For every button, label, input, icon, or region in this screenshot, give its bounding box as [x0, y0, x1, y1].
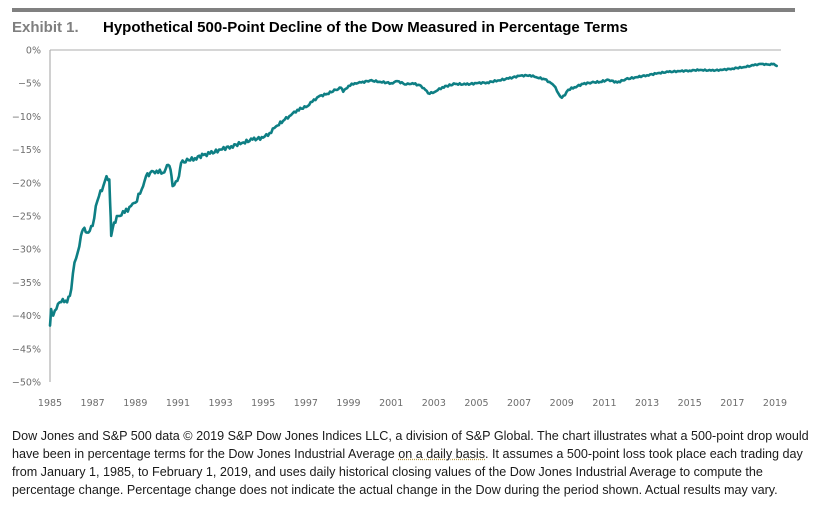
y-tick-label: −30% — [12, 245, 41, 256]
x-tick-label: 2001 — [379, 398, 403, 409]
x-tick-label: 1997 — [294, 398, 318, 409]
y-tick-label: −35% — [12, 278, 41, 289]
y-tick-label: −45% — [12, 344, 41, 355]
x-axis-ticks: 1985 1987 1989 1991 1993 1995 1997 1999 2001 2003… — [38, 398, 787, 409]
x-tick-label: 1985 — [38, 398, 62, 409]
x-tick-label: 1995 — [251, 398, 275, 409]
x-tick-label: 2009 — [550, 398, 574, 409]
y-tick-label: −15% — [12, 145, 41, 156]
footnote-underlined-phrase: on a daily basis — [398, 447, 486, 461]
x-tick-label: 1989 — [123, 398, 147, 409]
y-tick-label: −5% — [18, 79, 41, 90]
y-tick-label: −25% — [12, 212, 41, 223]
x-tick-label: 2007 — [507, 398, 531, 409]
footnote-text-2: . It assumes a 500-point loss took place… — [12, 447, 803, 497]
series-group — [48, 62, 778, 327]
x-tick-label: 1987 — [81, 398, 105, 409]
x-tick-label: 2017 — [720, 398, 744, 409]
y-axis-ticks: 0% −5% −10% −15% −20% −25% −30% −35% −40% −45% −50… — [12, 46, 41, 389]
line-chart: 0% −5% −10% −15% −20% −25% −30% −35% −40% −45% −50… — [12, 46, 787, 410]
x-tick-label: 2013 — [635, 398, 659, 409]
footnote-text-1: Dow Jones and S&P 500 data © 2019 S&P Do… — [12, 429, 809, 461]
y-tick-label: 0% — [26, 46, 41, 57]
exhibit-header: Exhibit 1. Hypothetical 500-Point Decline… — [12, 19, 628, 36]
y-tick-label: −50% — [12, 378, 41, 389]
series-line — [48, 62, 778, 327]
x-tick-label: 2015 — [678, 398, 702, 409]
x-tick-label: 1999 — [336, 398, 360, 409]
chart-title: Hypothetical 500-Point Decline of the Do… — [103, 19, 628, 36]
top-rule — [12, 8, 795, 12]
x-tick-label: 2005 — [464, 398, 488, 409]
footnote: Dow Jones and S&P 500 data © 2019 S&P Do… — [12, 427, 812, 499]
x-tick-label: 2011 — [592, 398, 616, 409]
y-tick-label: −20% — [12, 178, 41, 189]
y-tick-label: −40% — [12, 311, 41, 322]
x-tick-label: 2019 — [763, 398, 787, 409]
y-tick-label: −10% — [12, 112, 41, 123]
exhibit-label: Exhibit 1. — [12, 19, 79, 36]
axes — [49, 49, 781, 382]
x-tick-label: 1993 — [208, 398, 232, 409]
x-tick-label: 2003 — [422, 398, 446, 409]
x-tick-label: 1991 — [166, 398, 190, 409]
